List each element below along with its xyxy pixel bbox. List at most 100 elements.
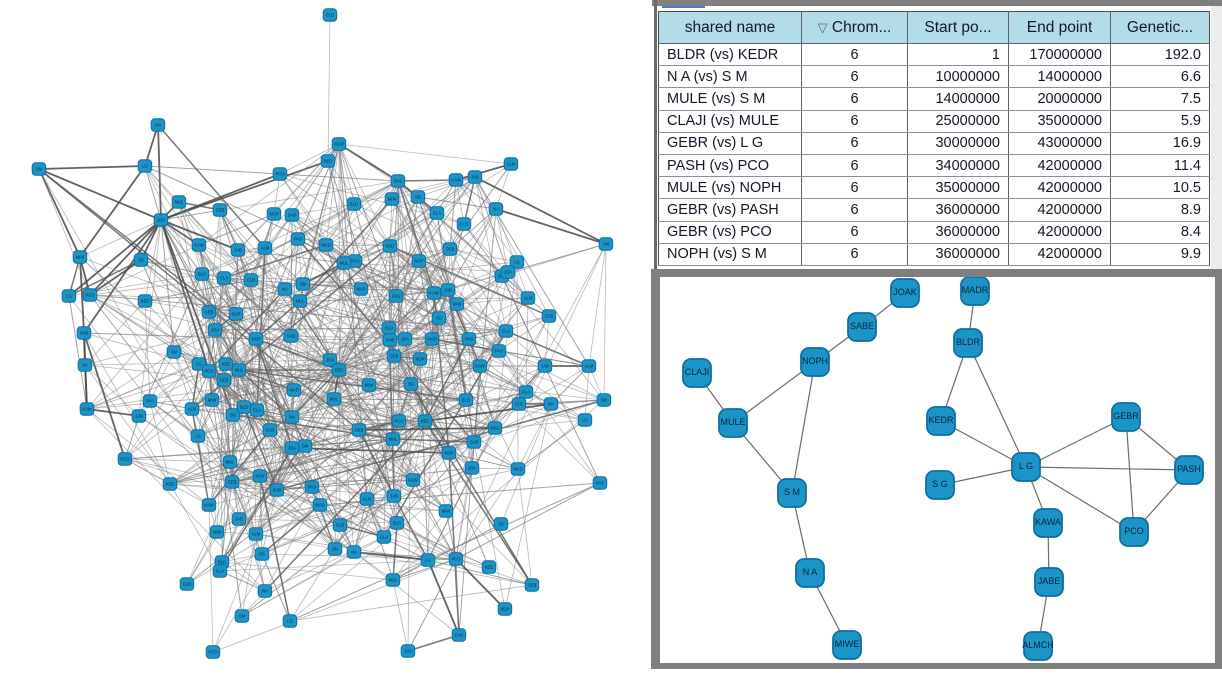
svg-text:MAD: MAD (356, 287, 365, 292)
svg-text:NA: NA (82, 363, 88, 368)
svg-text:BLD: BLD (393, 521, 401, 526)
svg-text:KEDR: KEDR (928, 415, 954, 425)
svg-text:NA: NA (282, 287, 288, 292)
svg-text:MUL: MUL (340, 261, 350, 266)
svg-text:SAB: SAB (273, 488, 282, 493)
svg-text:NA: NA (548, 402, 554, 407)
svg-text:LG: LG (582, 418, 588, 423)
svg-text:KED: KED (324, 159, 333, 164)
svg-text:GEB: GEB (528, 583, 537, 588)
svg-text:LG: LG (142, 164, 148, 169)
svg-text:MAD: MAD (490, 426, 499, 431)
svg-text:CLA: CLA (380, 535, 388, 540)
svg-text:BLD: BLD (385, 326, 393, 331)
svg-text:KED: KED (421, 419, 430, 424)
svg-text:MAD: MAD (321, 243, 330, 248)
svg-text:KAW: KAW (194, 243, 203, 248)
svg-text:JAB: JAB (235, 517, 243, 522)
svg-text:SG: SG (138, 258, 144, 263)
svg-text:PASH: PASH (1177, 464, 1201, 474)
svg-text:PAS: PAS (465, 337, 473, 342)
svg-text:MUL: MUL (330, 397, 340, 402)
svg-text:PAS: PAS (596, 481, 604, 486)
svg-text:SAB: SAB (470, 440, 479, 445)
svg-text:GEB: GEB (355, 428, 364, 433)
svg-text:JOA: JOA (326, 358, 334, 363)
svg-text:NOP: NOP (251, 337, 260, 342)
svg-text:KAW: KAW (475, 364, 484, 369)
svg-text:ALM: ALM (585, 364, 594, 369)
svg-text:LG: LG (287, 619, 293, 624)
svg-text:KAW: KAW (408, 478, 417, 483)
svg-text:CLB: CLB (326, 13, 334, 18)
svg-text:PCO: PCO (85, 293, 95, 298)
svg-text:CLA: CLA (433, 211, 441, 216)
svg-text:CLB: CLB (247, 278, 255, 283)
svg-text:JOA: JOA (288, 446, 296, 451)
svg-text:ALM: ALM (188, 407, 197, 412)
svg-text:ALM: ALM (261, 246, 270, 251)
svg-text:MUL: MUL (389, 578, 399, 583)
svg-text:JOA: JOA (211, 328, 219, 333)
svg-text:CLB: CLB (515, 402, 523, 407)
svg-text:ALM: ALM (507, 162, 516, 167)
svg-text:CLB: CLB (545, 314, 553, 319)
svg-text:PCO: PCO (275, 172, 285, 177)
svg-text:SAB: SAB (288, 213, 297, 218)
svg-text:JAB: JAB (471, 175, 479, 180)
svg-text:MUL: MUL (389, 437, 399, 442)
svg-text:KAW: KAW (429, 291, 438, 296)
svg-text:GEB: GEB (220, 378, 229, 383)
svg-text:KED: KED (166, 482, 175, 487)
svg-text:KAW: KAW (204, 503, 213, 508)
svg-text:KED: KED (485, 565, 494, 570)
svg-text:MIW: MIW (365, 383, 374, 388)
svg-text:GEBR: GEBR (1113, 411, 1139, 421)
svg-text:SG: SG (415, 195, 421, 200)
svg-text:PCO: PCO (120, 457, 130, 462)
svg-text:PAS: PAS (146, 399, 154, 404)
svg-text:SM: SM (603, 242, 610, 247)
svg-text:PAS: PAS (308, 485, 316, 490)
svg-text:MAD: MAD (513, 467, 522, 472)
svg-text:SABE: SABE (850, 321, 874, 331)
svg-text:PAS: PAS (294, 237, 302, 242)
svg-text:PCO: PCO (394, 419, 404, 424)
svg-text:SG: SG (230, 413, 236, 418)
svg-text:GEB: GEB (216, 208, 225, 213)
svg-text:PCO: PCO (204, 369, 214, 374)
svg-text:JABE: JABE (1038, 576, 1061, 586)
svg-text:MUL: MUL (235, 368, 245, 373)
svg-text:KED: KED (141, 299, 150, 304)
svg-text:KAW: KAW (451, 178, 460, 183)
svg-text:N A: N A (803, 567, 818, 577)
svg-text:LG: LG (195, 434, 201, 439)
svg-text:LG: LG (514, 260, 520, 265)
svg-text:GEB: GEB (228, 480, 237, 485)
svg-text:KED: KED (386, 244, 395, 249)
svg-text:MADR: MADR (962, 285, 989, 295)
svg-text:BLD: BLD (350, 202, 358, 207)
svg-text:CLA: CLA (216, 569, 224, 574)
svg-text:NOP: NOP (269, 212, 278, 217)
svg-text:JOA: JOA (401, 337, 409, 342)
svg-text:BLD: BLD (462, 398, 470, 403)
svg-text:ALM: ALM (524, 296, 533, 301)
svg-text:MULE: MULE (720, 417, 745, 427)
svg-text:JAB: JAB (444, 288, 452, 293)
svg-text:SM: SM (332, 547, 339, 552)
svg-text:PCO: PCO (208, 650, 218, 655)
svg-text:JOAK: JOAK (893, 287, 917, 297)
svg-text:NOP: NOP (500, 607, 509, 612)
svg-text:CLA: CLA (522, 390, 530, 395)
svg-text:JOA: JOA (157, 218, 165, 223)
svg-text:SM: SM (171, 350, 178, 355)
svg-text:SM: SM (601, 398, 608, 403)
svg-text:MIW: MIW (388, 197, 397, 202)
svg-text:KED: KED (335, 368, 344, 373)
svg-text:GEB: GEB (205, 310, 214, 315)
svg-text:S G: S G (932, 479, 948, 489)
svg-text:SAB: SAB (287, 334, 296, 339)
svg-text:MAD: MAD (315, 503, 324, 508)
svg-text:NOP: NOP (444, 451, 453, 456)
